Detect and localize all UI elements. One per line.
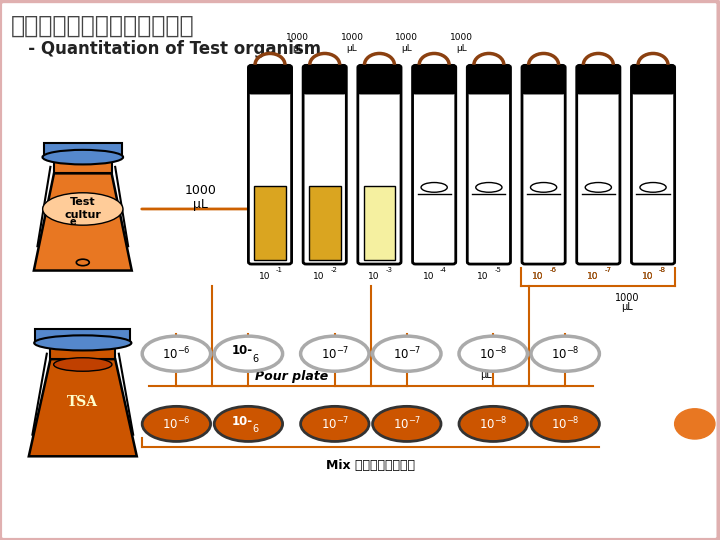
Ellipse shape [215, 406, 282, 442]
FancyBboxPatch shape [577, 66, 619, 93]
Text: µL: µL [621, 302, 633, 313]
Text: 10$^{-8}$: 10$^{-8}$ [551, 416, 580, 432]
Text: e: e [70, 217, 76, 227]
Text: 1000: 1000 [185, 184, 217, 197]
Text: µL: µL [456, 44, 467, 53]
Text: 10$^{-7}$: 10$^{-7}$ [320, 346, 349, 362]
Bar [50, 346, 115, 359]
FancyBboxPatch shape [468, 66, 510, 93]
Text: 10: 10 [532, 272, 544, 281]
Text: -2: -2 [330, 267, 338, 273]
Text: 1000: 1000 [450, 33, 473, 42]
Text: 10$^{-7}$: 10$^{-7}$ [392, 346, 421, 362]
FancyBboxPatch shape [358, 65, 401, 264]
Ellipse shape [215, 336, 282, 372]
Bar [364, 186, 395, 260]
FancyBboxPatch shape [577, 65, 620, 264]
FancyBboxPatch shape [248, 65, 292, 264]
Text: 10$^{-8}$: 10$^{-8}$ [479, 416, 508, 432]
FancyBboxPatch shape [359, 66, 400, 93]
Ellipse shape [585, 183, 611, 192]
Polygon shape [34, 173, 132, 271]
Ellipse shape [531, 336, 600, 372]
Bar [35, 329, 130, 343]
Text: 10$^{-6}$: 10$^{-6}$ [162, 416, 191, 432]
Text: -6: -6 [549, 267, 557, 273]
FancyBboxPatch shape [632, 66, 674, 93]
Ellipse shape [142, 406, 211, 442]
Text: 6: 6 [253, 424, 258, 434]
Text: 1000: 1000 [395, 33, 418, 42]
FancyBboxPatch shape [249, 66, 291, 93]
Text: -7: -7 [604, 267, 611, 273]
Ellipse shape [42, 193, 123, 225]
Text: 10: 10 [368, 272, 379, 281]
Text: Mix ใหผสมกนด: Mix ใหผสมกนด [326, 458, 415, 471]
Text: -8: -8 [659, 267, 666, 273]
Text: 10$^{-7}$: 10$^{-7}$ [392, 416, 421, 432]
Text: 10-: 10- [232, 415, 253, 428]
Text: 10$^{-8}$: 10$^{-8}$ [479, 346, 508, 362]
Text: µL: µL [347, 44, 357, 53]
Ellipse shape [459, 336, 528, 372]
FancyBboxPatch shape [304, 66, 346, 93]
Text: 10-: 10- [232, 345, 253, 357]
Ellipse shape [301, 336, 369, 372]
Text: 10: 10 [313, 272, 325, 281]
Text: 10$^{-7}$: 10$^{-7}$ [320, 416, 349, 432]
FancyBboxPatch shape [413, 65, 456, 264]
Text: 1000: 1000 [286, 33, 309, 42]
Text: 10$^{-6}$: 10$^{-6}$ [162, 346, 191, 362]
Ellipse shape [421, 183, 447, 192]
Circle shape [675, 409, 715, 439]
Text: -3: -3 [385, 267, 392, 273]
Text: 1000: 1000 [615, 293, 639, 303]
Text: 10: 10 [587, 272, 598, 281]
FancyBboxPatch shape [413, 66, 455, 93]
Ellipse shape [373, 406, 441, 442]
Ellipse shape [476, 183, 502, 192]
Text: 10: 10 [532, 272, 544, 281]
Text: 10: 10 [477, 272, 489, 281]
Text: 1000: 1000 [341, 33, 364, 42]
Ellipse shape [53, 357, 112, 372]
Text: Test: Test [70, 197, 96, 207]
FancyBboxPatch shape [523, 66, 564, 93]
Text: 10: 10 [642, 272, 653, 281]
Text: -6: -6 [549, 267, 557, 273]
Ellipse shape [531, 406, 600, 442]
FancyBboxPatch shape [631, 65, 675, 264]
Ellipse shape [142, 336, 211, 372]
Text: Pour plate: Pour plate [255, 370, 328, 383]
Ellipse shape [42, 150, 123, 164]
Bar [44, 143, 122, 157]
Text: cultur: cultur [64, 210, 102, 220]
Text: µL: µL [402, 44, 412, 53]
Text: µL: µL [480, 369, 492, 380]
Text: 6: 6 [253, 354, 258, 364]
Text: 10$^{-8}$: 10$^{-8}$ [551, 346, 580, 362]
Text: TSA: TSA [67, 395, 99, 409]
Text: 10: 10 [258, 272, 270, 281]
Bar [254, 186, 286, 260]
Ellipse shape [301, 406, 369, 442]
Text: 10: 10 [587, 272, 598, 281]
Text: µL: µL [194, 198, 208, 211]
Text: µL: µL [292, 44, 302, 53]
Ellipse shape [459, 406, 528, 442]
Text: - Quantitation of Test organism: - Quantitation of Test organism [11, 40, 321, 58]
Text: 10: 10 [423, 272, 434, 281]
Text: -8: -8 [659, 267, 666, 273]
Text: -4: -4 [440, 267, 447, 273]
Text: -5: -5 [495, 267, 502, 273]
Bar [54, 160, 112, 173]
Text: -1: -1 [276, 267, 283, 273]
FancyBboxPatch shape [467, 65, 510, 264]
Ellipse shape [373, 336, 441, 372]
Ellipse shape [531, 183, 557, 192]
Text: -7: -7 [604, 267, 611, 273]
FancyBboxPatch shape [303, 65, 346, 264]
FancyBboxPatch shape [522, 65, 565, 264]
Ellipse shape [34, 335, 132, 350]
